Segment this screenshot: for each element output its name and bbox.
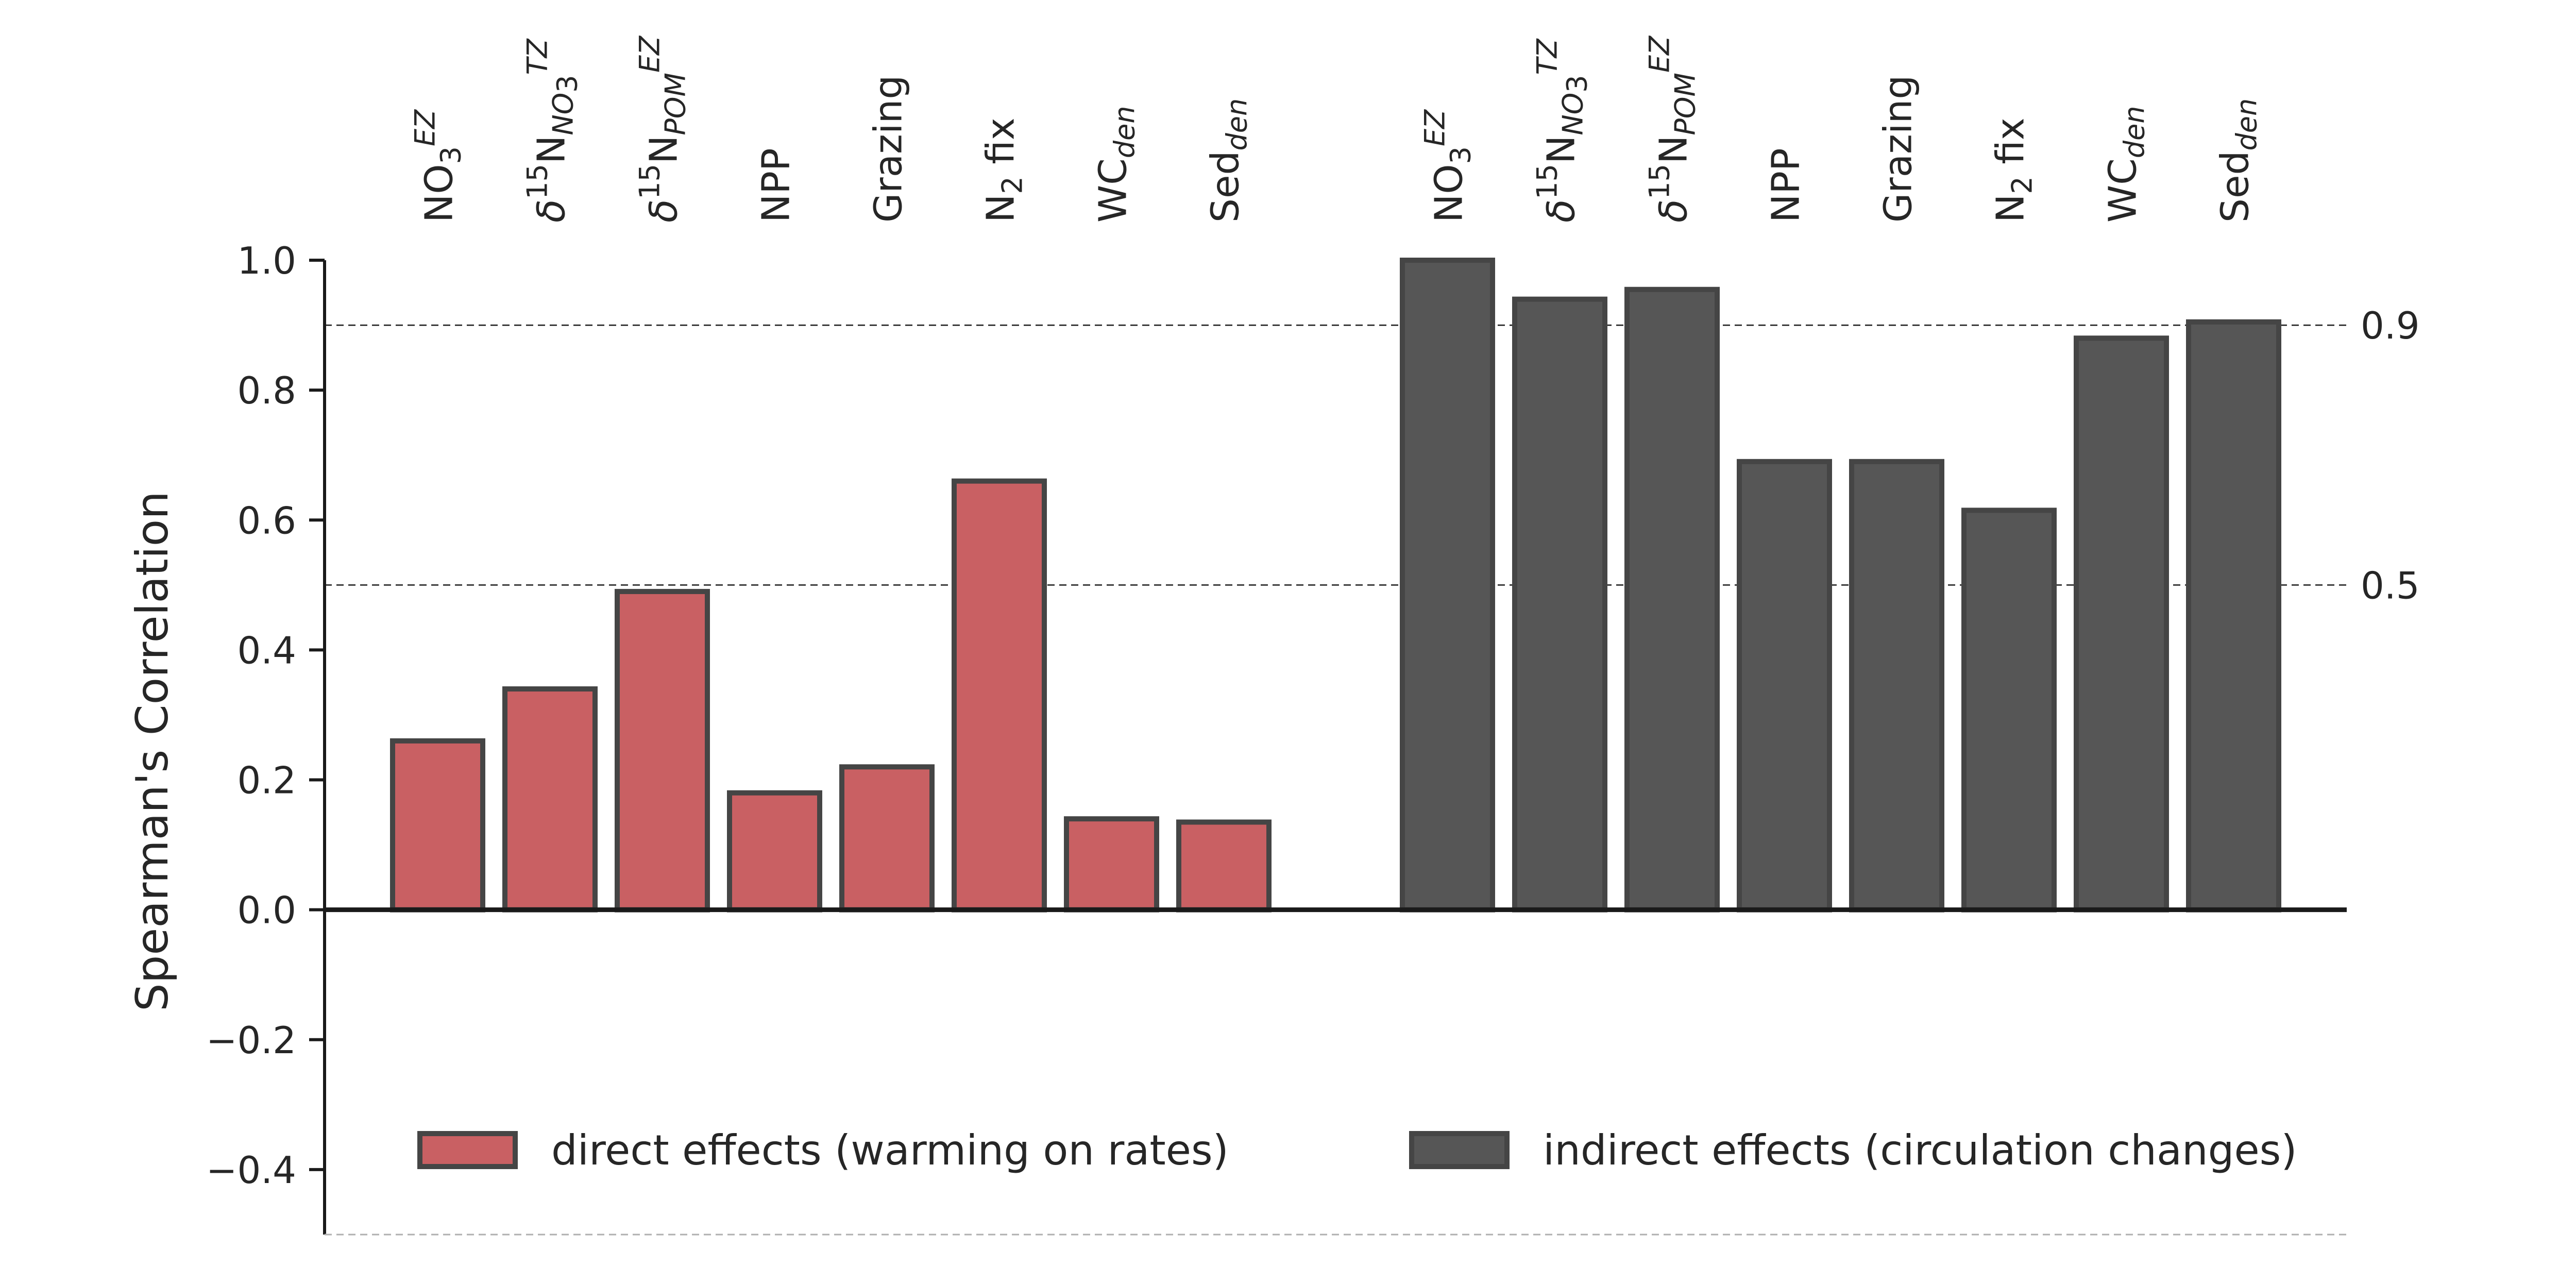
bar-indirect-grazing	[1849, 459, 1944, 913]
category-label-npp: NPP	[1764, 148, 1808, 223]
y-tick-label: −0.2	[206, 1019, 296, 1062]
bar-direct-d15n_pom	[615, 588, 710, 913]
y-tick-label: 0.4	[237, 629, 296, 672]
category-label-d15n_no3: δ15NNO3TZ	[1531, 38, 1594, 223]
bar-indirect-sedden	[2186, 319, 2281, 913]
bar-indirect-n2fix	[1961, 508, 2057, 913]
reference-line-label: 0.5	[2361, 564, 2420, 607]
category-label-d15n_pom: δ15NPOMEZ	[1643, 36, 1702, 223]
legend-label-direct: direct effects (warming on rates)	[551, 1126, 1229, 1174]
category-label-grazing: Grazing	[1876, 75, 1921, 223]
category-labels: NO3EZ δ15NNO3TZ δ15NPOMEZ NPP Grazing N2 fix W…	[409, 36, 2263, 223]
bar-direct-npp	[727, 790, 822, 913]
y-tick-label: 0.6	[237, 499, 296, 542]
y-tick-label: −0.4	[206, 1149, 296, 1192]
category-label-n2fix: N2 fix	[979, 117, 1029, 223]
bar-direct-wcden	[1064, 816, 1159, 913]
category-label-no3: NO3EZ	[1419, 109, 1477, 223]
legend-swatch-direct	[417, 1131, 518, 1169]
bar-indirect-wcden	[2074, 335, 2169, 913]
category-label-grazing: Grazing	[867, 75, 911, 223]
bar-indirect-no3	[1400, 258, 1495, 913]
y-tick-label: 1.0	[237, 239, 296, 282]
category-label-npp: NPP	[754, 148, 799, 223]
legend: direct effects (warming on rates) indire…	[417, 1126, 2297, 1174]
reference-lines: 0.9 0.5	[325, 304, 2420, 607]
category-label-sedden: Sedden	[2213, 98, 2263, 223]
category-label-n2fix: N2 fix	[1989, 117, 2039, 223]
bar-direct-d15n_no3	[502, 686, 598, 913]
bar-direct-grazing	[839, 764, 935, 913]
reference-line-label: 0.9	[2361, 304, 2420, 347]
category-label-no3: NO3EZ	[409, 109, 467, 223]
y-axis-title: Spearman's Correlation	[127, 491, 178, 1011]
bar-indirect-npp	[1737, 459, 1832, 913]
category-label-wcden: WCden	[2101, 106, 2151, 223]
category-label-wcden: WCden	[1091, 106, 1141, 223]
category-label-sedden: Sedden	[1204, 98, 1253, 223]
bar-direct-sedden	[1176, 819, 1272, 913]
y-tick-label: 0.0	[237, 889, 296, 932]
legend-label-indirect: indirect effects (circulation changes)	[1543, 1126, 2297, 1174]
bars	[390, 258, 2281, 913]
bar-direct-no3	[390, 738, 485, 913]
legend-swatch-indirect	[1409, 1131, 1510, 1169]
axes	[323, 260, 2347, 1236]
y-ticks: −0.4 −0.2 0.0 0.2 0.4 0.6 0.8 1.0	[206, 239, 325, 1192]
bar-indirect-d15n_no3	[1512, 296, 1607, 913]
category-label-d15n_pom: δ15NPOMEZ	[634, 36, 692, 223]
bar-indirect-d15n_pom	[1624, 286, 1720, 913]
y-tick-label: 0.2	[237, 759, 296, 802]
bar-direct-n2fix	[952, 478, 1047, 913]
y-tick-label: 0.8	[237, 369, 296, 412]
category-label-d15n_no3: δ15NNO3TZ	[521, 38, 584, 223]
